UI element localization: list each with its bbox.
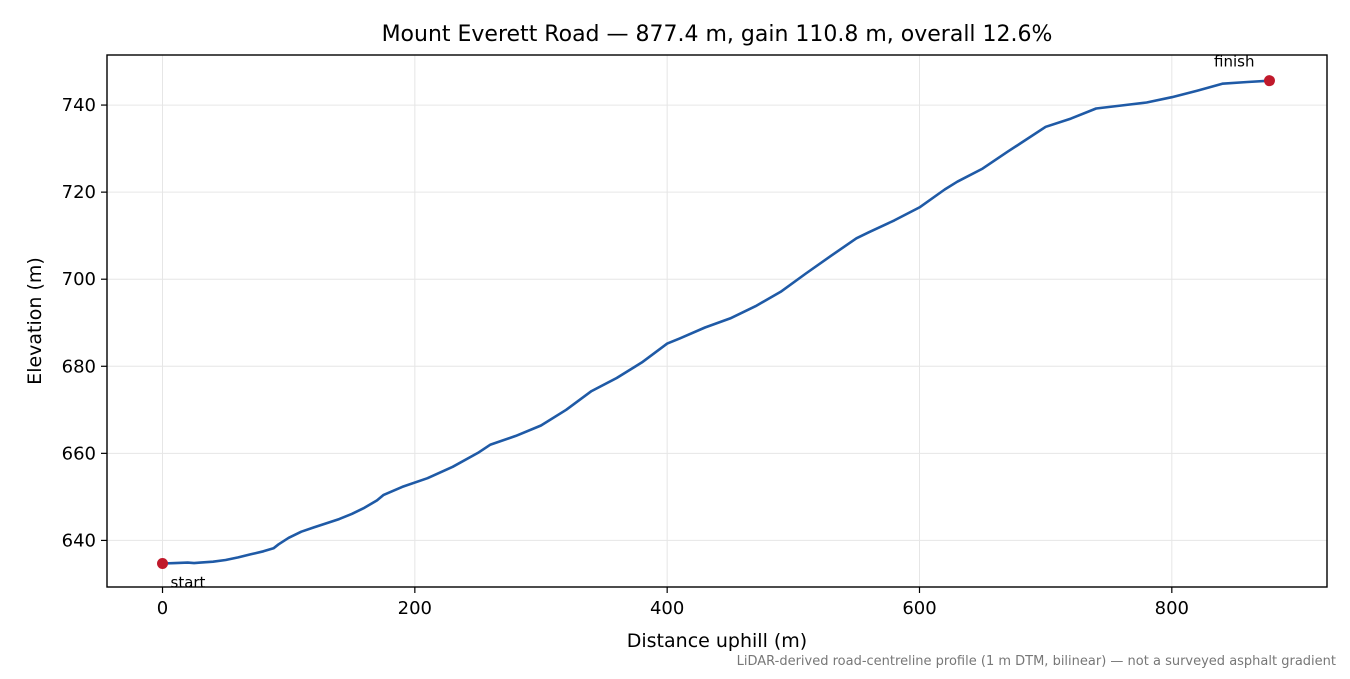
x-tick-label: 600 <box>902 598 936 619</box>
footnote: LiDAR-derived road-centreline profile (1… <box>737 654 1336 669</box>
series-layer <box>161 79 1271 565</box>
x-tick-label: 400 <box>650 598 684 619</box>
y-tick-label: 680 <box>62 356 96 377</box>
annotation-markers: start finish <box>157 53 1275 591</box>
grid-lines <box>107 55 1327 587</box>
axis-ticks: 0 200 400 600 800 640 660 680 700 720 740 <box>62 95 1189 619</box>
x-tick-label: 200 <box>398 598 432 619</box>
x-axis-label: Distance uphill (m) <box>627 630 807 652</box>
y-tick-label: 700 <box>62 269 96 290</box>
start-label: start <box>171 573 206 591</box>
finish-marker <box>1263 75 1275 87</box>
y-tick-label: 660 <box>62 443 96 464</box>
finish-label: finish <box>1214 53 1254 71</box>
y-tick-label: 740 <box>62 95 96 116</box>
chart-title: Mount Everett Road — 877.4 m, gain 110.8… <box>382 22 1053 47</box>
y-tick-label: 640 <box>62 530 96 551</box>
y-axis-label: Elevation (m) <box>24 257 46 385</box>
x-tick-label: 0 <box>157 598 168 619</box>
plot-frame <box>106 54 1328 588</box>
start-marker <box>157 557 169 569</box>
x-tick-label: 800 <box>1155 598 1189 619</box>
elevation-profile-line <box>161 79 1271 565</box>
y-tick-label: 720 <box>62 182 96 203</box>
